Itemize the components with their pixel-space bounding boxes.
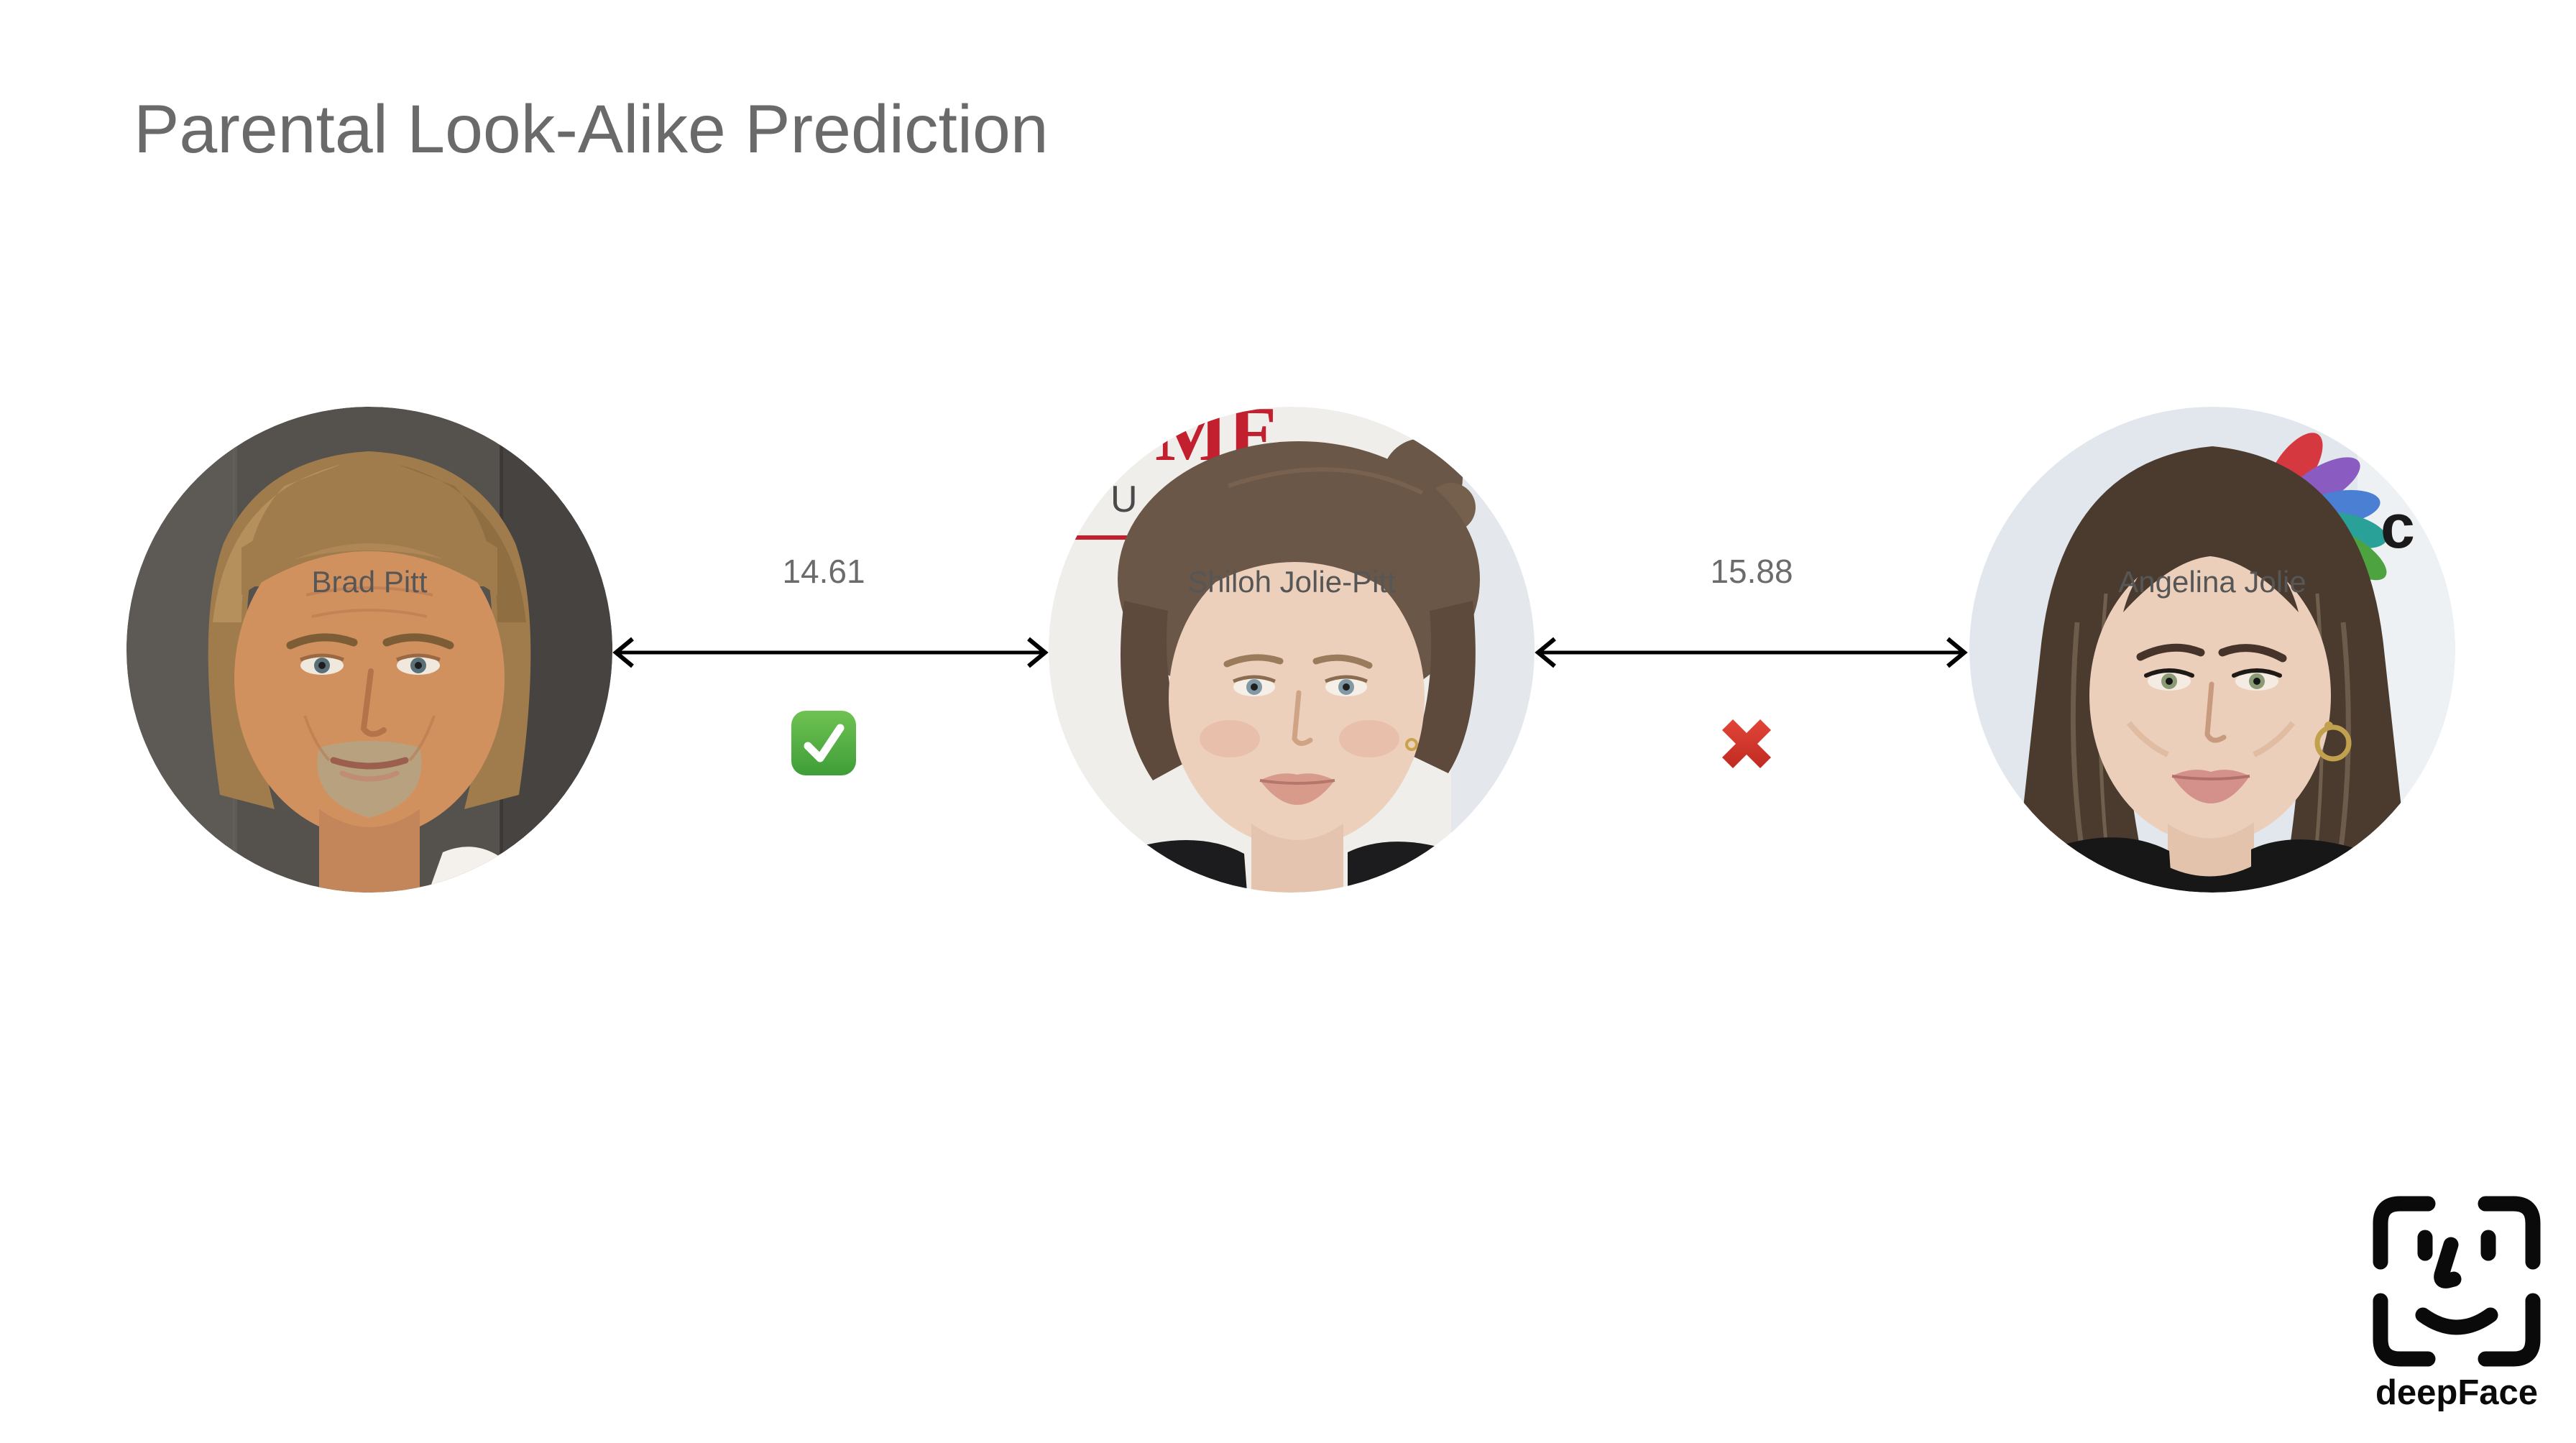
backdrop-text-c: c	[2380, 492, 2415, 561]
distance-value-father-child: 14.61	[782, 553, 865, 590]
face	[2089, 527, 2352, 844]
deepface-wordmark: deepFace	[2375, 1373, 2538, 1412]
face	[234, 508, 505, 838]
portrait-illustration: c	[1969, 407, 2455, 893]
deepface-logo-graphic: deepFace	[2373, 1196, 2541, 1412]
neck	[1251, 824, 1343, 893]
check-mark-button-icon	[791, 711, 856, 775]
person-node-mother: c	[1969, 407, 2455, 893]
black-top	[2251, 839, 2412, 893]
distance-value-child-mother: 15.88	[1710, 553, 1793, 590]
face-id-frame-icon	[2373, 1196, 2541, 1367]
cross-mark-icon	[1722, 719, 1771, 768]
person-name-label: Shiloh Jolie-Pitt	[1187, 565, 1396, 599]
double-arrow-father-child	[612, 637, 1049, 668]
backdrop-text-u: U	[1110, 479, 1138, 520]
figure-title: Parental Look-Alike Prediction	[134, 91, 1049, 167]
deepface-logo: deepFace	[2370, 1193, 2543, 1413]
black-top	[2168, 865, 2254, 893]
person-node-child: ME U	[1049, 407, 1535, 893]
black-top	[1077, 840, 1247, 893]
portrait-photo-brad-pitt	[126, 407, 612, 893]
portrait-illustration: ME U	[1049, 407, 1535, 893]
double-arrow-child-mother	[1535, 637, 1968, 668]
black-top	[2012, 837, 2172, 893]
neck	[319, 809, 420, 893]
person-name-label: Brad Pitt	[311, 565, 428, 599]
person-name-label: Angelina Jolie	[2118, 565, 2306, 599]
backdrop-red-line	[1049, 535, 1136, 540]
face	[1169, 518, 1425, 847]
black-top	[1348, 842, 1506, 893]
portrait-photo-shiloh-jolie-pitt: ME U	[1049, 407, 1535, 893]
white-shirt	[428, 847, 533, 893]
portrait-photo-angelina-jolie: c	[1969, 407, 2455, 893]
portrait-illustration	[126, 407, 612, 893]
person-node-father	[126, 407, 612, 893]
